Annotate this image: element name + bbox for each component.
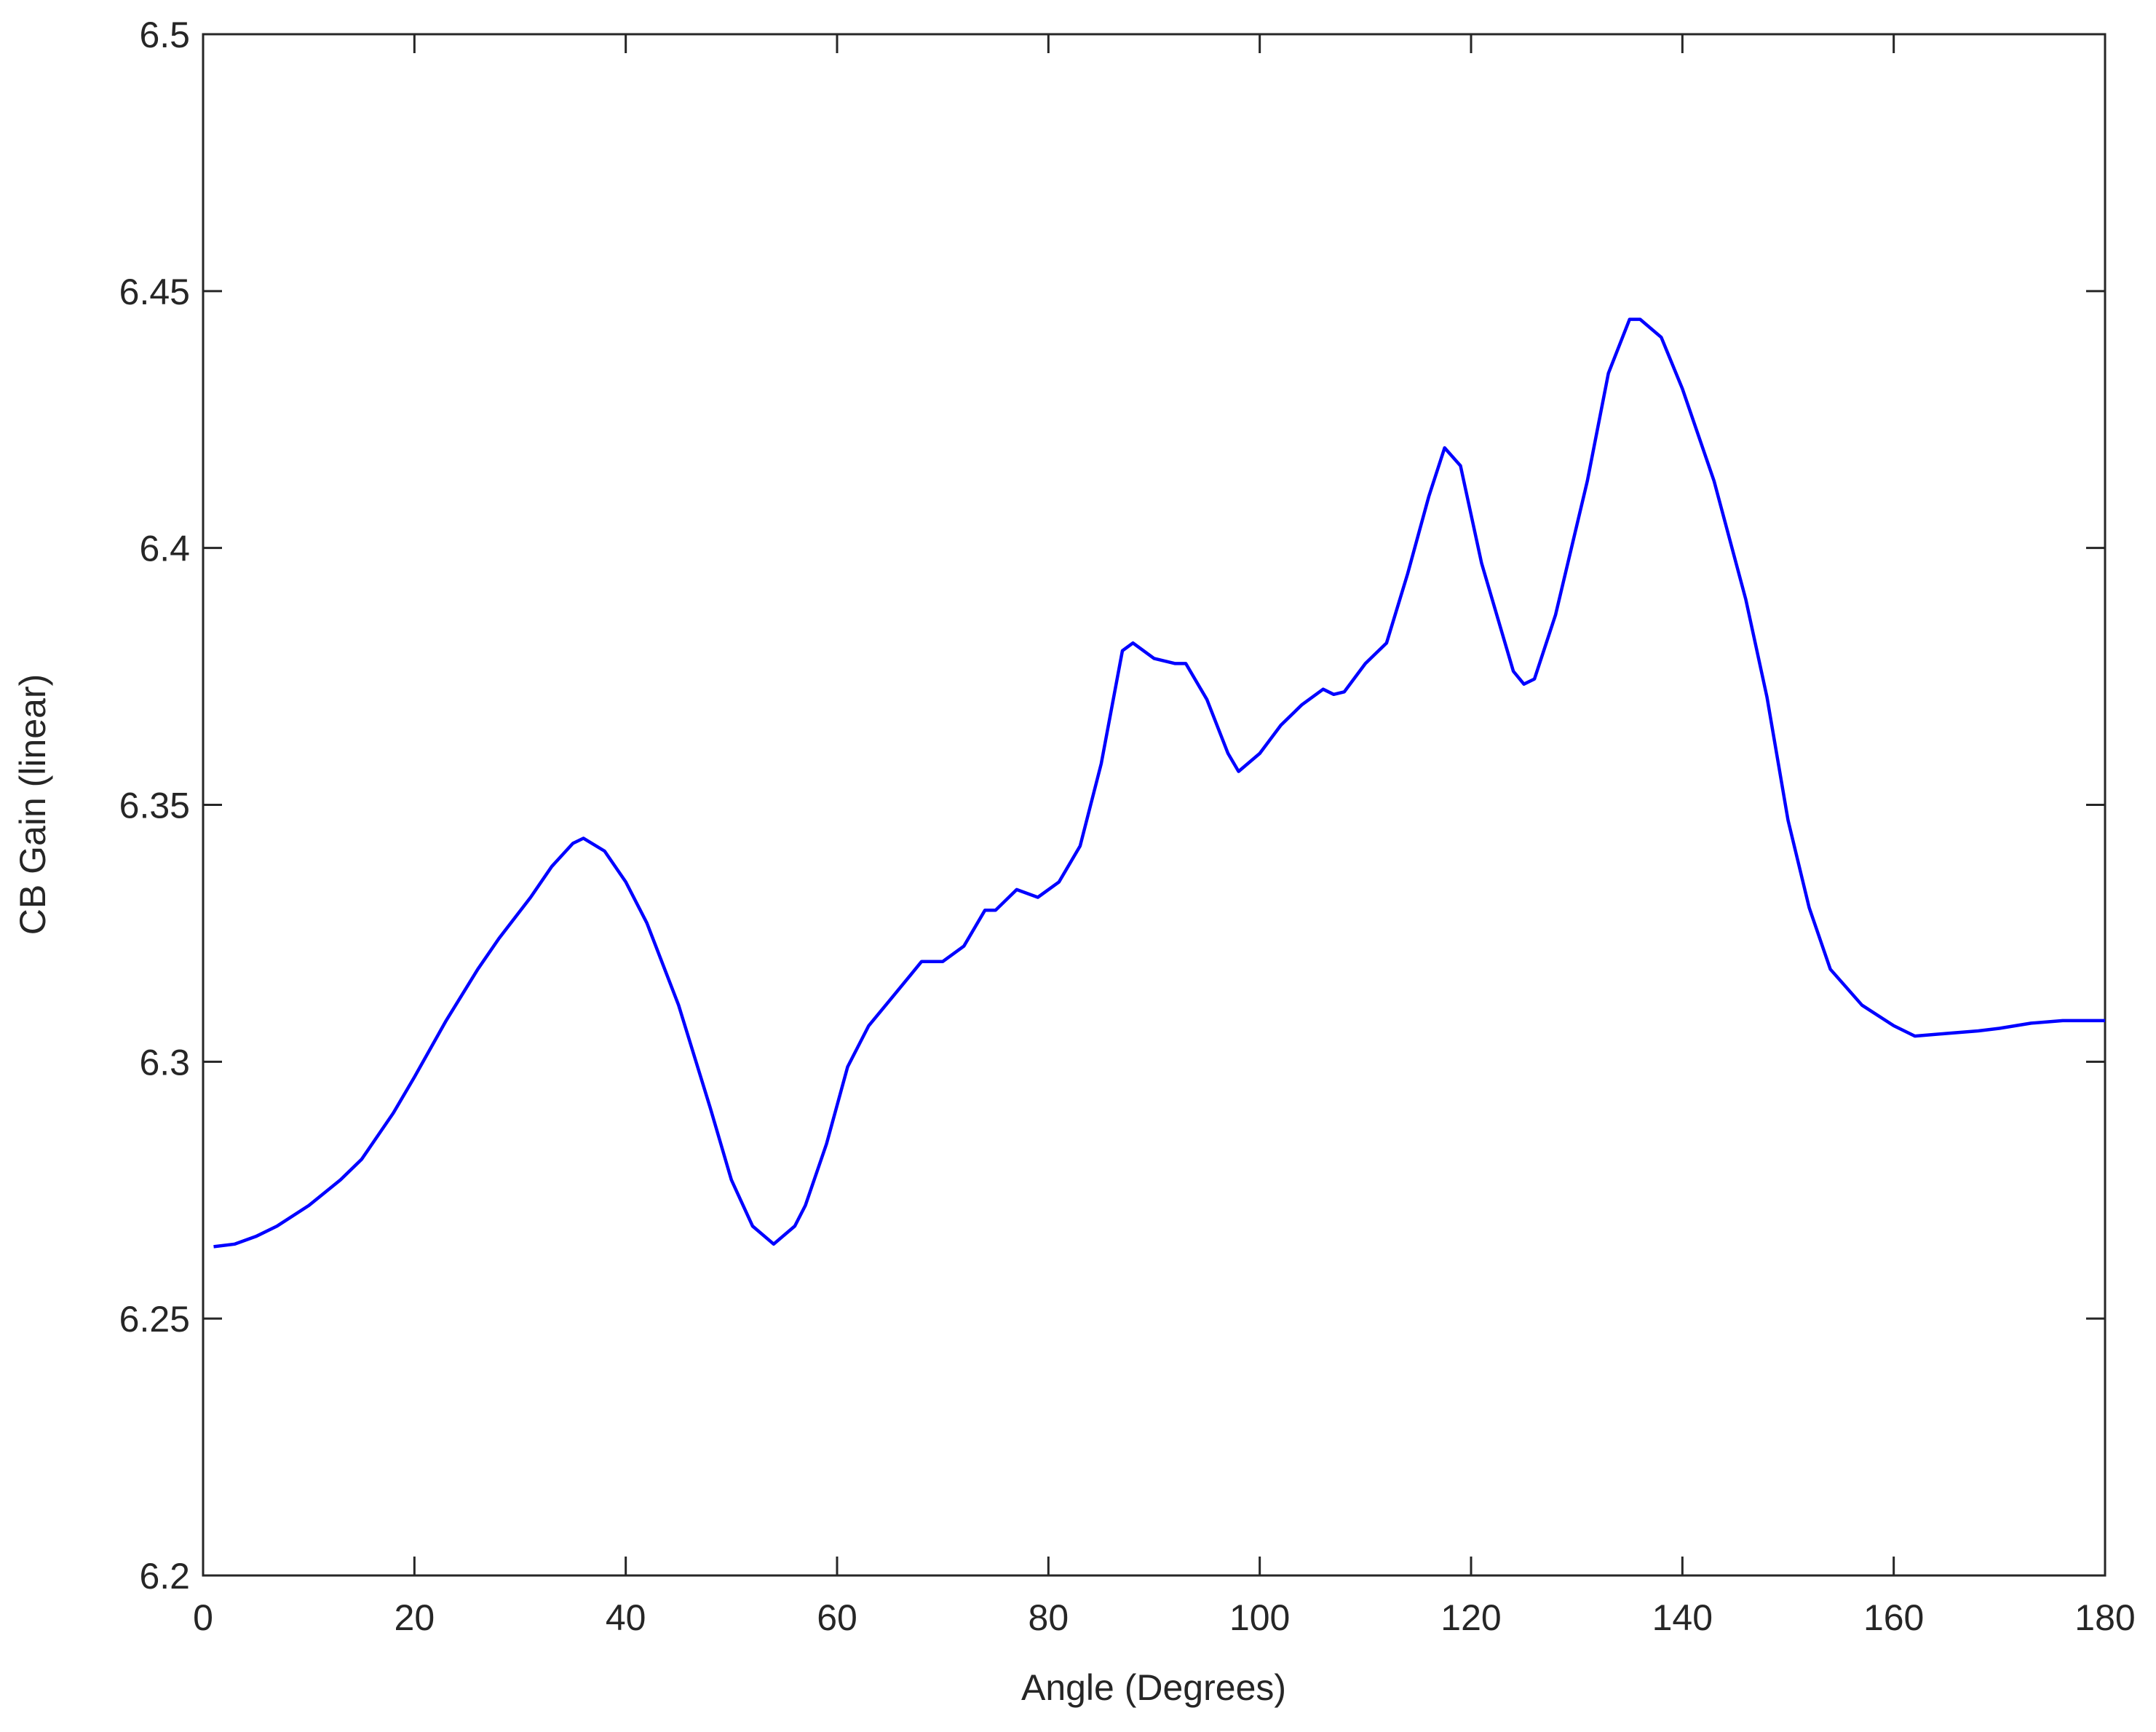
x-tick-label: 140 bbox=[1652, 1597, 1713, 1638]
x-tick-label: 60 bbox=[817, 1597, 857, 1638]
y-axis-label: CB Gain (linear) bbox=[12, 674, 53, 935]
y-tick-label: 6.45 bbox=[119, 272, 190, 312]
x-tick-label: 120 bbox=[1440, 1597, 1501, 1638]
x-tick-label: 80 bbox=[1029, 1597, 1069, 1638]
y-tick-label: 6.3 bbox=[139, 1042, 190, 1083]
y-tick-label: 6.35 bbox=[119, 786, 190, 826]
plot-area bbox=[202, 33, 2107, 1577]
x-tick-label: 20 bbox=[395, 1597, 435, 1638]
x-tick-label: 180 bbox=[2074, 1597, 2135, 1638]
x-tick-label: 0 bbox=[193, 1597, 213, 1638]
y-tick-label: 6.2 bbox=[139, 1556, 190, 1597]
x-axis-label: Angle (Degrees) bbox=[1021, 1667, 1286, 1708]
x-tick-label: 160 bbox=[1863, 1597, 1924, 1638]
data-line bbox=[213, 317, 2105, 1249]
y-tick-label: 6.5 bbox=[139, 15, 190, 55]
y-tick-label: 6.25 bbox=[119, 1299, 190, 1340]
y-tick-label: 6.4 bbox=[139, 529, 190, 569]
x-tick-label: 100 bbox=[1229, 1597, 1290, 1638]
x-tick-label: 40 bbox=[606, 1597, 646, 1638]
